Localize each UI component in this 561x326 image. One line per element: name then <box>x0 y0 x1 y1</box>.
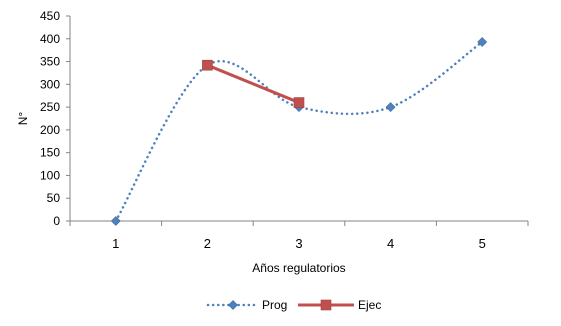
data-point-ejec <box>202 59 213 71</box>
y-tick-label: 50 <box>47 191 61 205</box>
y-tick-label: 350 <box>40 55 60 69</box>
x-tick-label: 4 <box>387 236 394 251</box>
x-axis-label: Años regulatorios <box>252 261 345 275</box>
x-tick-label: 1 <box>112 236 119 251</box>
legend-marker-ejec <box>320 299 332 311</box>
y-tick-label: 150 <box>40 146 60 160</box>
legend-label-prog: Prog <box>262 298 287 312</box>
y-axis-label: N° <box>16 112 30 126</box>
x-tick-label: 3 <box>295 236 302 251</box>
x-tick-label: 2 <box>204 236 211 251</box>
x-tick-label: 5 <box>479 236 486 251</box>
y-tick-label: 400 <box>40 32 60 46</box>
x-axis: 1 2 3 4 5 <box>69 220 529 251</box>
y-tick-label: 100 <box>40 168 60 182</box>
series-line-ejec <box>206 63 300 104</box>
data-point-prog <box>110 216 121 226</box>
data-point-prog <box>477 37 488 47</box>
legend: Prog Ejec <box>206 298 381 312</box>
y-tick-label: 450 <box>40 9 60 23</box>
data-point-prog <box>385 102 396 113</box>
y-axis: 0 50 100 150 200 250 300 350 400 450 <box>40 9 71 228</box>
y-tick-label: 0 <box>53 214 60 228</box>
y-tick-label: 250 <box>40 100 60 114</box>
y-tick-label: 200 <box>40 123 60 137</box>
legend-marker-prog <box>228 300 238 310</box>
legend-label-ejec: Ejec <box>358 298 381 312</box>
series-line-prog <box>114 40 484 223</box>
y-tick-label: 300 <box>40 77 60 91</box>
data-point-ejec <box>293 97 305 108</box>
series-layer <box>110 37 488 226</box>
